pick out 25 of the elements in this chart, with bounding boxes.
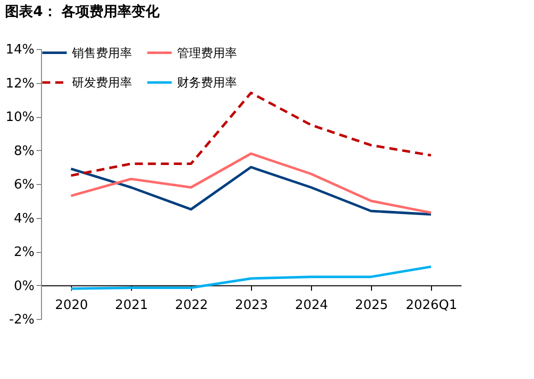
y-tick-label: 0% bbox=[14, 278, 34, 294]
y-tick-label: -2% bbox=[9, 312, 34, 328]
x-tick-label: 2021 bbox=[114, 298, 148, 313]
y-tick-label: 2% bbox=[14, 245, 34, 260]
y-tick-label: 6% bbox=[14, 178, 34, 192]
legend-label: 财务费用率 bbox=[177, 76, 237, 90]
y-tick-label: 12% bbox=[6, 76, 34, 92]
legend-label: 管理费用率 bbox=[177, 46, 237, 60]
y-tick-label: 10% bbox=[6, 110, 34, 125]
line-series bbox=[70, 166, 432, 216]
chart-title: 图表4： 各项费用率变化 bbox=[5, 3, 161, 20]
line-series bbox=[70, 152, 432, 214]
x-tick-label: 2025 bbox=[354, 298, 388, 313]
legend-label: 研发费用率 bbox=[72, 76, 132, 90]
x-tick-label: 2022 bbox=[174, 298, 208, 313]
y-tick-label: 4% bbox=[14, 211, 34, 226]
y-tick-label: 14% bbox=[6, 42, 34, 58]
x-tick-label: 2026Q1 bbox=[406, 298, 458, 313]
x-tick-label: 2024 bbox=[294, 298, 328, 313]
legend-label: 销售费用率 bbox=[71, 46, 132, 60]
x-tick-label: 2023 bbox=[234, 298, 268, 313]
x-tick-label: 2020 bbox=[54, 298, 88, 313]
line-series bbox=[70, 265, 432, 290]
y-tick-label: 8% bbox=[14, 144, 34, 159]
line-series bbox=[70, 92, 432, 177]
